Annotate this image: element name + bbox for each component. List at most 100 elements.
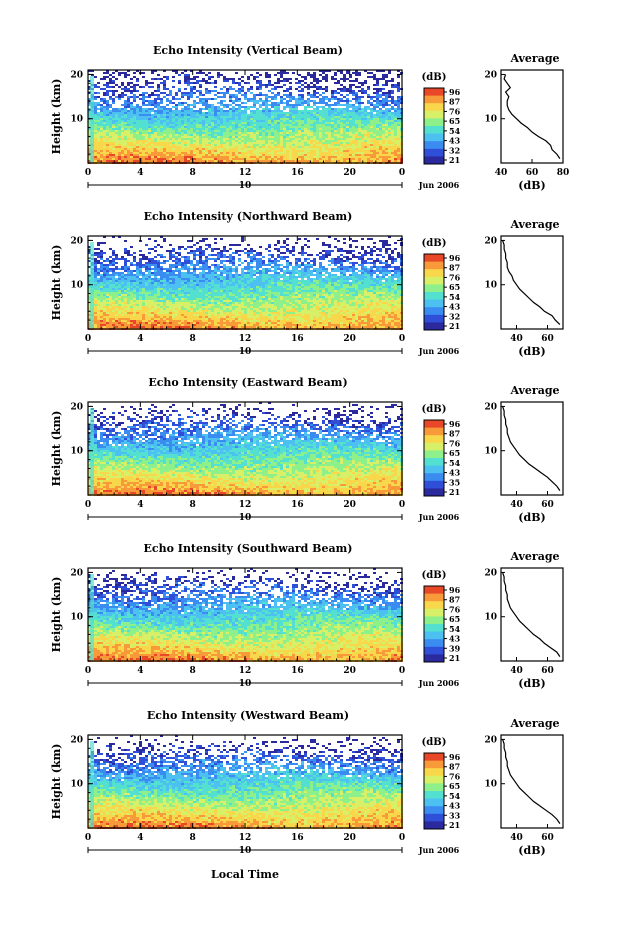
heatmap-cell: [289, 146, 292, 148]
heatmap-cell: [238, 100, 241, 102]
heatmap-cell: [265, 270, 268, 272]
heatmap-cell: [316, 272, 319, 274]
heatmap-cell: [271, 132, 274, 134]
heatmap-cell: [94, 110, 97, 112]
heatmap-cell: [256, 94, 259, 96]
heatmap-cell: [388, 150, 391, 152]
heatmap-cell: [133, 128, 136, 130]
heatmap-cell: [295, 114, 298, 116]
heatmap-cell: [301, 94, 304, 96]
heatmap-cell: [379, 268, 382, 270]
heatmap-cell: [187, 122, 190, 124]
heatmap-cell: [289, 82, 292, 84]
heatmap-cell: [241, 130, 244, 132]
heatmap-cell: [196, 82, 199, 84]
heatmap-cell: [394, 158, 397, 160]
heatmap-cell: [271, 106, 274, 108]
heatmap-cell: [178, 112, 181, 114]
heatmap-cell: [133, 72, 136, 74]
heatmap-cell: [118, 150, 121, 152]
heatmap-cell: [337, 136, 340, 138]
heatmap-cell: [316, 134, 319, 136]
heatmap-cell: [142, 132, 145, 134]
heatmap-cell: [223, 138, 226, 140]
heatmap-cell: [277, 112, 280, 114]
heatmap-cell: [238, 158, 241, 160]
heatmap-cell: [172, 272, 175, 274]
heatmap-cell: [394, 126, 397, 128]
heatmap-cell: [157, 152, 160, 154]
heatmap-cell: [367, 138, 370, 140]
heatmap-cell: [274, 144, 277, 146]
heatmap-cell: [190, 92, 193, 94]
heatmap-cell: [334, 118, 337, 120]
heatmap-cell: [127, 142, 130, 144]
heatmap-cell: [382, 78, 385, 80]
heatmap-cell: [379, 270, 382, 272]
heatmap-cell: [190, 142, 193, 144]
heatmap-cell: [247, 82, 250, 84]
heatmap-cell: [142, 272, 145, 274]
heatmap-cell: [385, 240, 388, 242]
heatmap-cell: [298, 264, 301, 266]
heatmap-cell: [373, 76, 376, 78]
heatmap-cell: [214, 148, 217, 150]
heatmap-cell: [349, 122, 352, 124]
heatmap-cell: [232, 144, 235, 146]
heatmap-cell: [283, 72, 286, 74]
heatmap-cell: [157, 132, 160, 134]
heatmap-cell: [193, 270, 196, 272]
heatmap-cell: [106, 274, 109, 276]
heatmap-cell: [235, 104, 238, 106]
heatmap-cell: [94, 266, 97, 268]
heatmap-cell: [97, 144, 100, 146]
heatmap-cell: [127, 260, 130, 262]
heatmap-cell: [307, 84, 310, 86]
heatmap-cell: [301, 88, 304, 90]
heatmap-cell: [133, 114, 136, 116]
heatmap-cell: [286, 150, 289, 152]
heatmap-cell: [205, 108, 208, 110]
heatmap-cell: [331, 150, 334, 152]
heatmap-cell: [94, 152, 97, 154]
heatmap-cell: [124, 152, 127, 154]
heatmap-cell: [241, 274, 244, 276]
heatmap-cell: [175, 122, 178, 124]
heatmap-cell: [298, 138, 301, 140]
heatmap-cell: [184, 272, 187, 274]
heatmap-cell: [355, 256, 358, 258]
heatmap-cell: [370, 102, 373, 104]
heatmap-cell: [241, 112, 244, 114]
heatmap-cell: [136, 146, 139, 148]
heatmap-cell: [259, 146, 262, 148]
heatmap-cell: [268, 270, 271, 272]
heatmap-cell: [379, 154, 382, 156]
heatmap-cell: [349, 84, 352, 86]
heatmap-cell: [277, 106, 280, 108]
heatmap-cell: [154, 116, 157, 118]
heatmap-cell: [364, 108, 367, 110]
heatmap-cell: [160, 140, 163, 142]
heatmap-cell: [244, 136, 247, 138]
heatmap-cell: [256, 136, 259, 138]
heatmap-cell: [343, 104, 346, 106]
heatmap-cell: [217, 270, 220, 272]
heatmap-cell: [262, 136, 265, 138]
heatmap-cell: [271, 254, 274, 256]
heatmap-cell: [151, 156, 154, 158]
heatmap-cell: [196, 118, 199, 120]
heatmap-cell: [346, 138, 349, 140]
heatmap-cell: [259, 264, 262, 266]
heatmap-cell: [271, 144, 274, 146]
heatmap-cell: [373, 158, 376, 160]
heatmap-cell: [166, 98, 169, 100]
heatmap-cell: [115, 124, 118, 126]
heatmap-cell: [355, 86, 358, 88]
heatmap-cell: [361, 258, 364, 260]
heatmap-cell: [208, 132, 211, 134]
heatmap-cell: [343, 160, 346, 162]
heatmap-cell: [259, 112, 262, 114]
heatmap-cell: [340, 136, 343, 138]
heatmap-cell: [253, 102, 256, 104]
heatmap-cell: [109, 122, 112, 124]
